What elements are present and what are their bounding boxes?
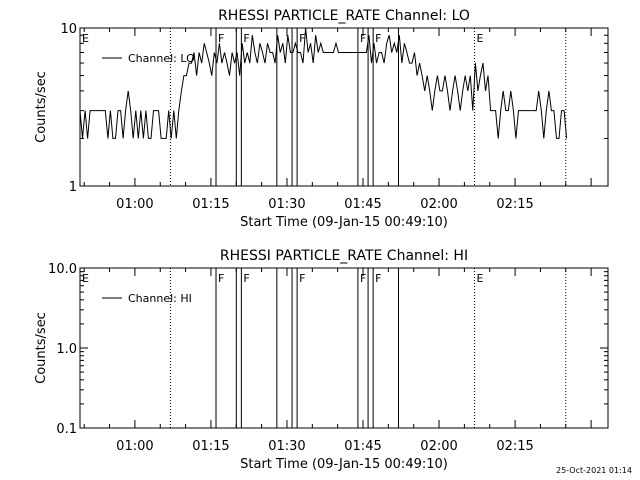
- hi-x-axis-label: Start Time (09-Jan-15 00:49:10): [240, 457, 448, 472]
- hi-event-marker-label: F: [243, 272, 249, 285]
- lo-y-tick-label: 10: [60, 22, 77, 37]
- hi-x-tick-label: 02:00: [420, 439, 457, 454]
- lo-x-tick-label: 01:00: [116, 197, 153, 212]
- lo-y-axis-label: Counts/sec: [34, 71, 49, 143]
- hi-event-marker-label: E: [82, 272, 89, 285]
- hi-y-tick-label: 0.1: [56, 422, 77, 437]
- lo-x-axis-label: Start Time (09-Jan-15 00:49:10): [240, 215, 448, 230]
- hi-event-marker-label: F: [299, 272, 305, 285]
- footer-timestamp: 25-Oct-2021 01:14: [556, 466, 632, 475]
- lo-x-tick-label: 02:00: [420, 197, 457, 212]
- lo-legend-label: Channel: LO: [128, 52, 195, 65]
- hi-x-tick-label: 01:15: [192, 439, 229, 454]
- hi-y-axis-label: Counts/sec: [34, 312, 49, 384]
- hi-x-tick-label: 01:45: [344, 439, 381, 454]
- lo-plot-frame: [79, 27, 609, 187]
- lo-event-marker-label: F: [299, 32, 305, 45]
- hi-event-marker-label: F: [375, 272, 381, 285]
- lo-chart-title: RHESSI PARTICLE_RATE Channel: LO: [218, 8, 470, 24]
- hi-event-marker-label: E: [477, 272, 484, 285]
- lo-x-tick-label: 01:30: [268, 197, 305, 212]
- hi-chart-title: RHESSI PARTICLE_RATE Channel: HI: [220, 248, 468, 264]
- hi-x-tick-label: 01:00: [116, 439, 153, 454]
- lo-x-tick-label: 02:15: [496, 197, 533, 212]
- hi-event-marker-label: F: [218, 272, 224, 285]
- lo-event-marker-label: F: [360, 32, 366, 45]
- hi-legend-label: Channel: HI: [128, 292, 192, 305]
- lo-x-tick-label: 01:45: [344, 197, 381, 212]
- lo-series-line: [79, 27, 568, 139]
- hi-y-tick-label: 10.0: [48, 262, 77, 277]
- lo-y-tick-label: 1: [69, 180, 77, 195]
- hi-x-tick-label: 01:30: [268, 439, 305, 454]
- lo-event-marker-label: E: [477, 32, 484, 45]
- hi-event-marker-label: F: [360, 272, 366, 285]
- lo-x-tick-label: 01:15: [192, 197, 229, 212]
- hi-y-tick-label: 1.0: [56, 342, 77, 357]
- lo-event-marker-label: F: [218, 32, 224, 45]
- hi-x-tick-label: 02:15: [496, 439, 533, 454]
- lo-event-marker-label: E: [82, 32, 89, 45]
- lo-event-marker-label: F: [375, 32, 381, 45]
- lo-event-marker-label: F: [243, 32, 249, 45]
